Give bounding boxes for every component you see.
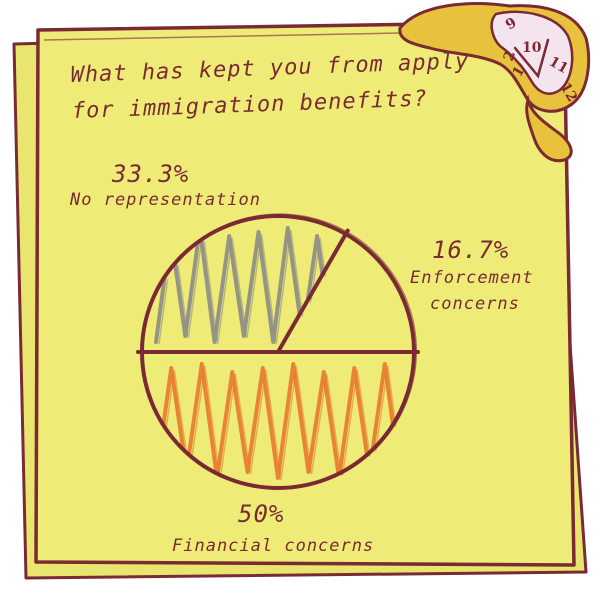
clock-number: 10 <box>522 40 542 56</box>
pie-divider-60 <box>276 228 350 354</box>
slice-label-financial: Financial concerns <box>172 536 375 556</box>
chart-title: What has kept you from apply for immigra… <box>70 44 471 130</box>
front-sticky-note <box>34 20 576 567</box>
slice-label-financial-value: 50% <box>238 500 285 528</box>
slice-label-enforcement-line-1: Enforcement <box>410 268 534 288</box>
slice-label-no-representation: No representation <box>70 190 261 210</box>
slice-label-enforcement-line-2: concerns <box>430 294 520 314</box>
slice-label-no-representation-value: 33.3% <box>112 160 190 188</box>
pie-slice-texture-financial-concerns <box>158 365 404 481</box>
slice-label-enforcement-value: 16.7% <box>432 236 510 264</box>
pie-slice-financial-concerns <box>154 362 402 480</box>
